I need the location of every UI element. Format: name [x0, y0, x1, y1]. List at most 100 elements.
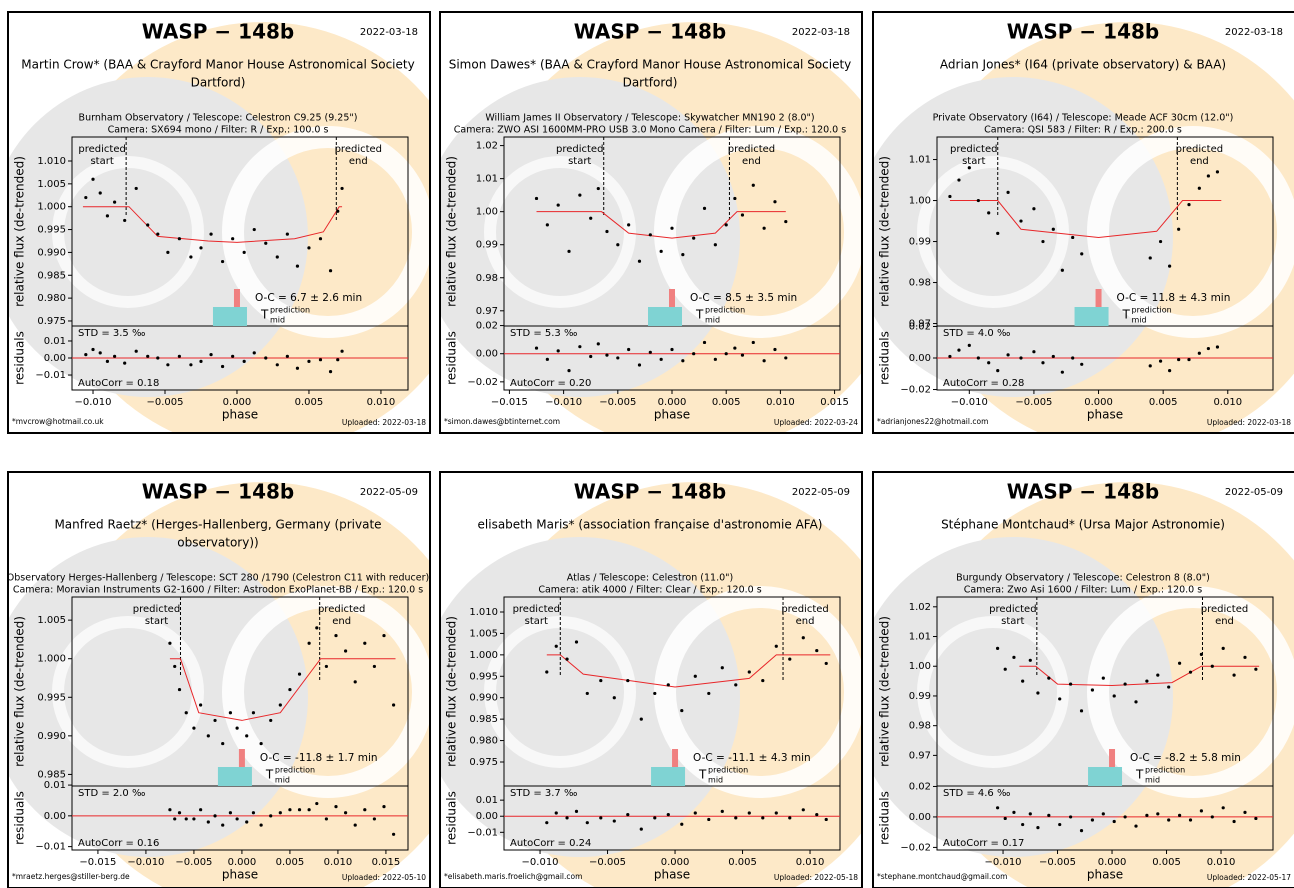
y-tick-label: 0.975 — [37, 316, 66, 327]
observer: Simon Dawes* (BAA & Crayford Manor House… — [449, 58, 852, 72]
flux-point — [626, 679, 629, 682]
flux-point — [1047, 677, 1050, 680]
flux-point — [1243, 656, 1246, 659]
flux-point — [957, 178, 960, 181]
tmid-sup: prediction — [275, 766, 315, 775]
panel-title: WASP − 148b — [1007, 480, 1159, 504]
residual-point — [269, 814, 272, 817]
x-tick-label: −0.010 — [75, 397, 112, 408]
residual-point — [1124, 815, 1127, 818]
y-tick-label: 1.00 — [476, 207, 498, 218]
flux-point — [567, 250, 570, 253]
flux-point — [307, 246, 310, 249]
y-tick-label: 1.000 — [37, 202, 66, 213]
residual-point — [308, 808, 311, 811]
oc-marker — [672, 749, 678, 767]
flux-point — [773, 200, 776, 203]
residual-y-tick-label: 0.00 — [909, 812, 931, 823]
y-axis-label: relative flux (de-trended) — [445, 156, 459, 307]
residual-point — [288, 808, 291, 811]
predicted-end-label: end — [1190, 156, 1209, 167]
flux-point — [968, 166, 971, 169]
residual-point — [815, 813, 818, 816]
panel-title: WASP − 148b — [574, 480, 726, 504]
residual-point — [1187, 358, 1190, 361]
residual-point — [334, 805, 337, 808]
panel: WASP − 148b2022-05-09Manfred Raetz* (Her… — [0, 480, 478, 888]
residual-point — [1058, 823, 1061, 826]
residual-axis-label: residuals — [878, 331, 892, 385]
prediction-box — [1088, 767, 1122, 786]
flux-point — [192, 727, 195, 730]
flux-point — [605, 230, 608, 233]
residual-point — [721, 810, 724, 813]
residual-point — [957, 349, 960, 352]
flux-point — [546, 223, 549, 226]
flux-point — [231, 237, 234, 240]
email: *mvcrow@hotmail.co.uk — [12, 417, 104, 426]
residual-point — [286, 355, 289, 358]
x-axis-label: phase — [1087, 408, 1123, 422]
residual-point — [565, 816, 568, 819]
y-axis-label: relative flux (de-trended) — [445, 616, 459, 767]
flux-point — [1177, 228, 1180, 231]
residual-point — [319, 358, 322, 361]
flux-point — [189, 255, 192, 258]
residual-point — [1156, 812, 1159, 815]
flux-point — [775, 645, 778, 648]
residual-point — [209, 353, 212, 356]
flux-point — [1178, 662, 1181, 665]
flux-point — [199, 246, 202, 249]
predicted-start-label: predicted — [78, 144, 125, 155]
x-tick-label: 0.010 — [766, 397, 795, 408]
x-tick-label: 0.005 — [728, 857, 757, 868]
email: *simon.dawes@btinternet.com — [444, 417, 560, 426]
flux-point — [209, 233, 212, 236]
tmid-symbol: T — [698, 768, 707, 782]
flux-point — [545, 670, 548, 673]
flux-point — [1149, 256, 1152, 259]
residual-point — [123, 362, 126, 365]
flux-point — [252, 711, 255, 714]
predicted-start-label: predicted — [989, 604, 1036, 615]
residual-axis-label: residuals — [445, 791, 459, 845]
autocorr-label: AutoCorr = 0.20 — [510, 378, 591, 389]
tmid-sup: prediction — [708, 766, 748, 775]
residual-y-tick-label: 0.01 — [476, 795, 498, 806]
residual-point — [660, 358, 663, 361]
flux-point — [1029, 659, 1032, 662]
residual-point — [199, 808, 202, 811]
residual-point — [392, 833, 395, 836]
residual-point — [231, 355, 234, 358]
y-axis-label: relative flux (de-trended) — [13, 616, 27, 767]
residual-point — [575, 810, 578, 813]
residual-point — [178, 355, 181, 358]
flux-point — [638, 260, 641, 263]
flux-point — [627, 223, 630, 226]
residual-point — [135, 350, 138, 353]
residual-point — [773, 348, 776, 351]
oc-label: O-C = 11.8 ± 4.3 min — [1117, 292, 1231, 304]
residual-point — [1149, 364, 1152, 367]
residual-point — [221, 823, 224, 826]
panel-title: WASP − 148b — [142, 480, 294, 504]
flux-point — [784, 220, 787, 223]
predicted-start-label: start — [962, 156, 985, 167]
flux-point — [680, 709, 683, 712]
flux-point — [236, 727, 239, 730]
residual-point — [649, 351, 652, 354]
predicted-end-label: predicted — [1176, 144, 1223, 155]
x-tick-label: 0.015 — [372, 857, 401, 868]
residual-point — [173, 817, 176, 820]
residual-point — [1004, 817, 1007, 820]
tmid-symbol: T — [265, 768, 274, 782]
x-tick-label: −0.015 — [491, 397, 528, 408]
residual-point — [784, 356, 787, 359]
x-tick-label: 0.005 — [1149, 397, 1178, 408]
flux-point — [761, 679, 764, 682]
flux-point — [557, 203, 560, 206]
autocorr-label: AutoCorr = 0.16 — [78, 838, 159, 849]
residual-point — [640, 827, 643, 830]
flux-point — [1211, 665, 1214, 668]
flux-point — [1168, 265, 1171, 268]
